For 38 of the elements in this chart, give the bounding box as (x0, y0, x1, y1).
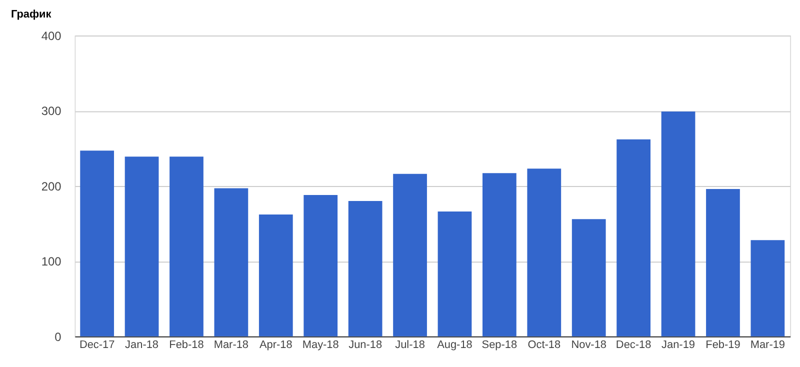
bar (258, 214, 293, 336)
x-tick-label: Feb-18 (169, 338, 204, 351)
x-tick-label: Mar-18 (214, 338, 249, 351)
bar (616, 139, 650, 336)
y-tick-label: 100 (41, 254, 62, 269)
bar (572, 219, 606, 336)
x-tick-label: Apr-18 (259, 338, 292, 351)
x-tick-label: Oct-18 (528, 338, 561, 351)
x-tick-label: Nov-18 (571, 338, 606, 351)
bar (304, 194, 338, 336)
bar (124, 156, 159, 336)
x-tick-label: Sep-18 (482, 338, 518, 351)
x-tick-label: Jan-18 (125, 338, 159, 351)
x-tick-label: Dec-17 (79, 338, 115, 351)
y-tick-label: 0 (54, 330, 62, 344)
chart-title: График (10, 8, 52, 21)
bar (170, 156, 204, 336)
x-tick-label: Feb-19 (706, 338, 740, 351)
x-tick-label: Jun-18 (348, 338, 382, 351)
bar (527, 168, 562, 336)
bar (750, 240, 785, 336)
x-tick-label: Mar-19 (750, 338, 786, 351)
x-tick-label: Dec-18 (616, 338, 652, 351)
bar (348, 201, 382, 336)
y-tick-label: 200 (41, 179, 62, 194)
bar (661, 112, 696, 336)
bar (438, 212, 472, 336)
bar (706, 188, 740, 336)
bar (482, 173, 516, 336)
bar (393, 174, 427, 336)
bar (80, 150, 114, 336)
bar (214, 188, 248, 336)
y-tick-label: 300 (41, 104, 62, 118)
x-tick-label: May-18 (302, 338, 339, 351)
x-tick-label: Jan-19 (662, 338, 695, 351)
x-tick-label: Jul-18 (395, 338, 425, 351)
y-tick-label: 400 (41, 29, 62, 44)
x-tick-label: Aug-18 (437, 338, 472, 351)
